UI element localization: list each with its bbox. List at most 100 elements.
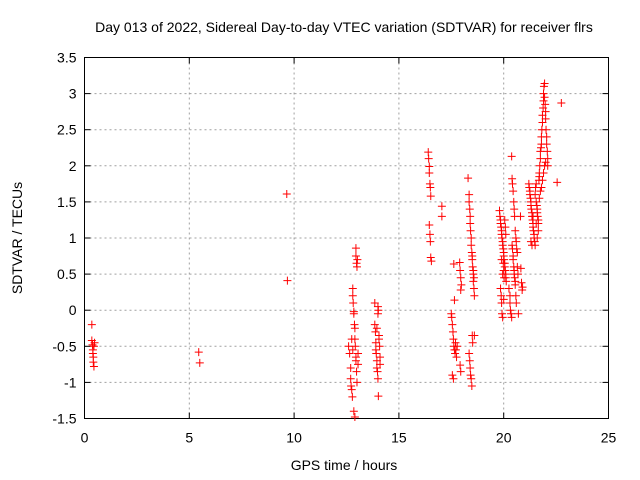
- data-point: [541, 114, 550, 123]
- data-point: [449, 374, 458, 383]
- data-point: [495, 212, 504, 221]
- data-point: [466, 212, 475, 221]
- data-point: [466, 226, 475, 235]
- data-point: [507, 313, 516, 322]
- data-point: [467, 374, 476, 383]
- y-tick-label: 1: [69, 230, 77, 246]
- data-point: [194, 348, 203, 357]
- data-point: [469, 266, 478, 275]
- data-point: [536, 147, 545, 156]
- data-point: [348, 345, 357, 354]
- data-point: [543, 154, 552, 163]
- data-point: [512, 237, 521, 246]
- data-point: [451, 345, 460, 354]
- data-point: [508, 179, 517, 188]
- data-point: [372, 324, 381, 333]
- y-tick-label: 1.5: [57, 194, 77, 210]
- data-point: [457, 280, 466, 289]
- x-axis-label: GPS time / hours: [291, 457, 398, 473]
- data-point: [498, 241, 507, 250]
- data-point: [195, 358, 204, 367]
- data-point: [534, 226, 543, 235]
- data-point: [437, 212, 446, 221]
- data-point: [449, 335, 458, 344]
- data-point: [456, 367, 465, 376]
- data-point: [451, 338, 460, 347]
- data-point: [374, 306, 383, 315]
- x-tick-label: 20: [496, 430, 512, 446]
- data-point: [452, 353, 461, 362]
- data-point: [517, 278, 526, 287]
- data-point: [502, 277, 511, 286]
- data-point: [352, 262, 361, 271]
- data-point: [532, 219, 541, 228]
- data-point: [469, 273, 478, 282]
- y-tick-label: 0: [69, 302, 77, 318]
- data-point: [533, 234, 542, 242]
- data-point: [449, 259, 458, 268]
- data-point: [89, 342, 98, 351]
- data-point: [465, 190, 474, 199]
- data-point: [347, 385, 356, 394]
- data-point: [498, 309, 507, 318]
- data-point: [507, 152, 516, 161]
- data-point: [539, 96, 548, 105]
- data-point: [349, 298, 358, 307]
- data-point: [371, 327, 380, 336]
- data-point: [347, 335, 356, 344]
- data-point: [451, 349, 460, 358]
- data-point: [426, 253, 435, 262]
- data-point: [541, 158, 550, 167]
- data-point: [512, 244, 521, 253]
- data-point: [90, 338, 99, 347]
- data-point: [501, 223, 510, 232]
- data-point: [427, 257, 436, 266]
- data-point: [425, 221, 434, 230]
- data-point: [497, 298, 506, 307]
- y-tick-label: 2: [69, 158, 77, 174]
- data-point: [516, 212, 525, 221]
- data-point: [509, 187, 518, 196]
- data-point: [426, 237, 435, 246]
- data-point: [448, 320, 457, 329]
- data-point: [450, 296, 459, 305]
- data-point: [344, 342, 353, 351]
- data-point: [537, 183, 546, 192]
- data-point: [468, 255, 477, 264]
- y-tick-label: -1: [64, 374, 77, 390]
- data-point: [426, 192, 435, 201]
- data-point: [456, 361, 465, 370]
- data-point: [282, 189, 291, 198]
- data-point: [466, 219, 475, 228]
- data-point: [542, 132, 551, 141]
- data-point: [553, 178, 562, 187]
- data-point: [541, 100, 550, 109]
- data-point: [542, 125, 551, 134]
- data-point: [500, 273, 509, 282]
- data-point: [465, 356, 474, 365]
- data-point: [557, 98, 566, 107]
- data-point: [352, 367, 361, 376]
- data-point: [510, 205, 519, 214]
- y-tick-label: 3: [69, 86, 77, 102]
- data-point: [89, 362, 98, 371]
- data-point: [465, 349, 474, 358]
- data-point: [372, 349, 381, 358]
- data-point: [351, 244, 360, 253]
- data-point: [424, 154, 433, 163]
- data-point: [500, 262, 509, 271]
- data-point: [540, 93, 549, 102]
- data-point: [512, 298, 521, 307]
- data-point: [468, 262, 477, 271]
- data-points: [87, 79, 566, 422]
- data-point: [283, 276, 292, 285]
- data-point: [539, 169, 548, 178]
- data-point: [374, 392, 383, 401]
- y-tick-label: 3.5: [57, 50, 77, 66]
- y-tick-label: -1.5: [52, 411, 76, 427]
- data-point: [350, 324, 359, 333]
- data-point: [538, 176, 547, 185]
- x-tick-label: 0: [81, 430, 89, 446]
- data-point: [466, 371, 475, 380]
